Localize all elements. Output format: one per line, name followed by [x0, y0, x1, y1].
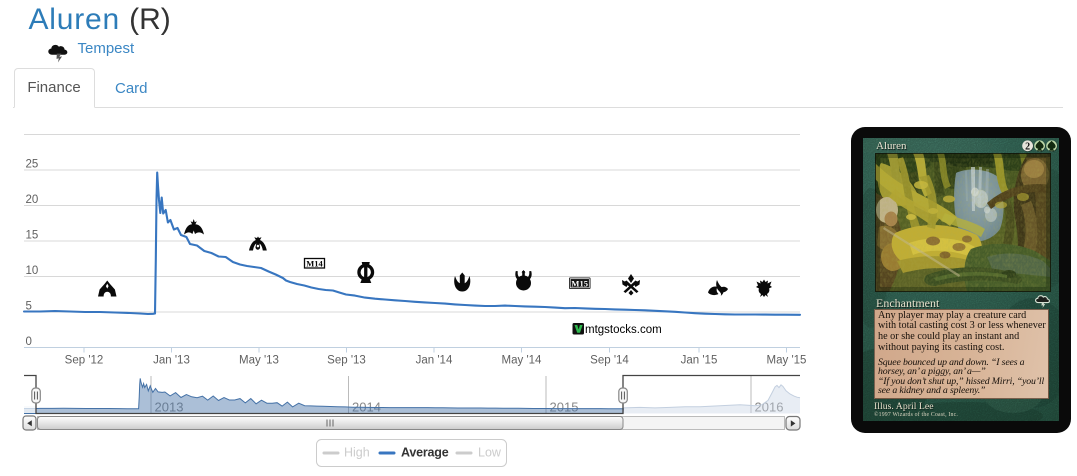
- svg-text:Jan '14: Jan '14: [416, 355, 453, 367]
- svg-text:15: 15: [26, 230, 39, 242]
- svg-text:2015: 2015: [550, 400, 579, 415]
- svg-text:2013: 2013: [155, 400, 184, 415]
- svg-text:Low: Low: [478, 446, 502, 460]
- svg-text:Jan '13: Jan '13: [153, 355, 190, 367]
- svg-text:2: 2: [1025, 141, 1030, 152]
- svg-text:10: 10: [26, 265, 39, 277]
- svg-text:20: 20: [26, 194, 39, 206]
- svg-text:High: High: [344, 446, 370, 460]
- svg-text:May '15: May '15: [767, 355, 807, 367]
- svg-text:2016: 2016: [755, 400, 784, 415]
- svg-text:Average: Average: [401, 446, 449, 460]
- svg-text:mtgstocks.com: mtgstocks.com: [585, 324, 662, 336]
- svg-text:M14: M14: [306, 258, 323, 268]
- svg-text:5: 5: [26, 301, 32, 313]
- svg-text:Sep '14: Sep '14: [590, 355, 629, 367]
- svg-text:0: 0: [26, 336, 32, 348]
- svg-text:May '14: May '14: [502, 355, 543, 367]
- svg-text:M15: M15: [571, 279, 588, 289]
- svg-text:25: 25: [26, 159, 39, 171]
- svg-text:Sep '13: Sep '13: [327, 355, 366, 367]
- svg-text:May '13: May '13: [239, 355, 279, 367]
- svg-text:Jan '15: Jan '15: [681, 355, 718, 367]
- svg-text:Sep '12: Sep '12: [65, 355, 104, 367]
